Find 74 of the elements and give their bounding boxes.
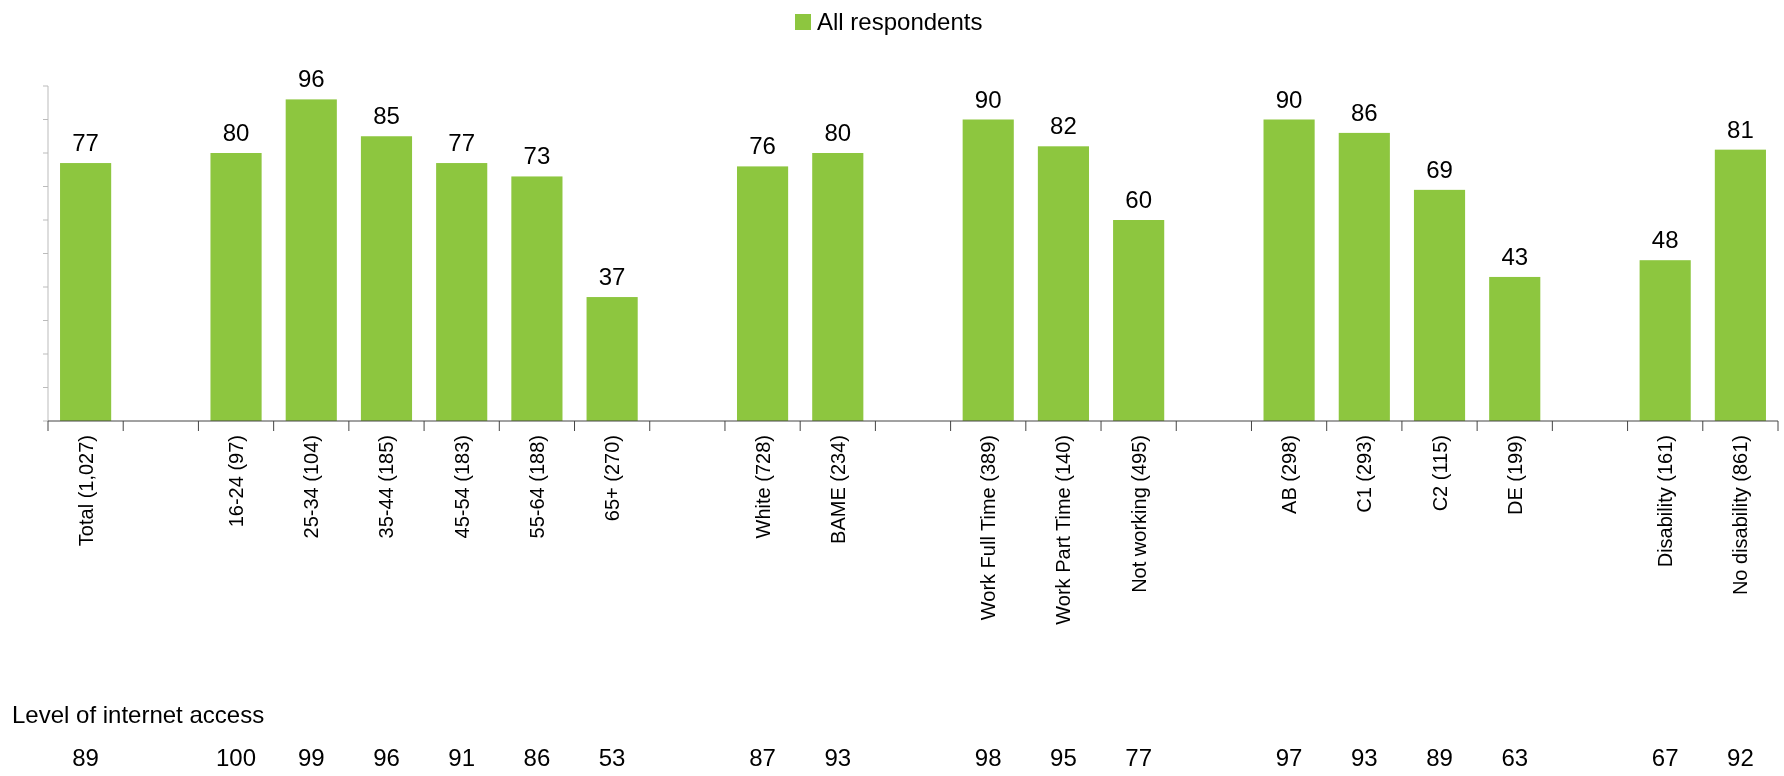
bar bbox=[285, 99, 337, 421]
x-tick-label: 35-44 (185) bbox=[375, 435, 398, 539]
text: 93 bbox=[824, 744, 852, 772]
text: 53 bbox=[598, 744, 626, 772]
text: 95 bbox=[1050, 744, 1077, 772]
bar bbox=[586, 297, 638, 421]
data-label: 90 bbox=[974, 85, 1002, 113]
x-tick-label: 45-54 (183) bbox=[450, 435, 473, 539]
data-label: 60 bbox=[1125, 186, 1152, 213]
x-tick-label: Work Full Time (389) bbox=[977, 435, 1000, 621]
x-tick-label: AB (298) bbox=[1278, 435, 1301, 514]
data-label: 48 bbox=[1651, 226, 1679, 254]
x-tick-label: 25-34 (104) bbox=[300, 435, 323, 539]
text: 87 bbox=[749, 744, 776, 772]
x-tick-label: No disability (861) bbox=[1729, 435, 1752, 596]
data-label: 96 bbox=[297, 65, 325, 93]
bar bbox=[812, 153, 864, 421]
bar bbox=[1338, 132, 1390, 421]
bar bbox=[511, 176, 563, 421]
data-label: 37 bbox=[598, 263, 626, 291]
bar bbox=[1263, 119, 1315, 421]
x-tick-label: C2 (115) bbox=[1428, 435, 1451, 512]
bar bbox=[436, 163, 488, 421]
bar bbox=[1639, 260, 1691, 421]
bar bbox=[60, 163, 112, 421]
text: 92 bbox=[1727, 744, 1754, 772]
x-tick-label: Work Part Time (140) bbox=[1052, 435, 1075, 625]
legend-label: All respondents bbox=[817, 8, 983, 36]
data-label: 85 bbox=[373, 102, 400, 130]
bar bbox=[1037, 146, 1090, 421]
text: 98 bbox=[974, 744, 1002, 772]
text: Level of internet access bbox=[12, 701, 265, 729]
x-tick-label: White (728) bbox=[751, 435, 774, 539]
data-label: 82 bbox=[1050, 112, 1077, 140]
text: 67 bbox=[1651, 744, 1679, 772]
data-label: 81 bbox=[1727, 115, 1754, 143]
data-label: 77 bbox=[448, 129, 476, 157]
bar bbox=[1489, 276, 1541, 421]
bar bbox=[1714, 149, 1766, 421]
data-label: 73 bbox=[523, 142, 551, 170]
bar bbox=[360, 136, 413, 421]
data-label: 77 bbox=[72, 129, 99, 157]
bar bbox=[210, 153, 262, 421]
data-label: 76 bbox=[749, 132, 776, 160]
x-tick-label: DE (199) bbox=[1503, 435, 1526, 516]
text: 93 bbox=[1350, 744, 1378, 772]
data-label: 69 bbox=[1426, 155, 1453, 183]
text: 77 bbox=[1125, 744, 1152, 772]
data-label: 90 bbox=[1275, 85, 1303, 113]
x-tick-label: Total (1,027) bbox=[74, 435, 97, 547]
text: 86 bbox=[523, 744, 551, 772]
text: 100 bbox=[216, 744, 257, 772]
text: 99 bbox=[297, 744, 325, 772]
x-tick-label: Disability (161) bbox=[1654, 435, 1677, 568]
text: 91 bbox=[448, 744, 476, 772]
data-label: 80 bbox=[222, 119, 250, 146]
text: 63 bbox=[1501, 744, 1529, 772]
bar bbox=[1113, 220, 1165, 421]
data-label: 43 bbox=[1501, 242, 1529, 270]
x-tick-label: Not working (495) bbox=[1127, 435, 1150, 593]
text: 89 bbox=[1426, 744, 1453, 772]
text: 89 bbox=[72, 744, 99, 772]
x-tick-label: BAME (234) bbox=[826, 435, 849, 544]
text: 97 bbox=[1275, 744, 1303, 772]
bar bbox=[1413, 189, 1466, 421]
x-tick-label: 65+ (270) bbox=[601, 435, 624, 522]
data-label: 86 bbox=[1350, 98, 1378, 126]
data-label: 80 bbox=[824, 119, 852, 146]
x-tick-label: 16-24 (97) bbox=[225, 435, 248, 528]
text: 96 bbox=[373, 744, 400, 772]
x-tick-label: C1 (293) bbox=[1353, 435, 1376, 513]
bar bbox=[962, 119, 1014, 421]
bar bbox=[736, 166, 789, 421]
x-tick-label: 55-64 (188) bbox=[525, 435, 548, 539]
